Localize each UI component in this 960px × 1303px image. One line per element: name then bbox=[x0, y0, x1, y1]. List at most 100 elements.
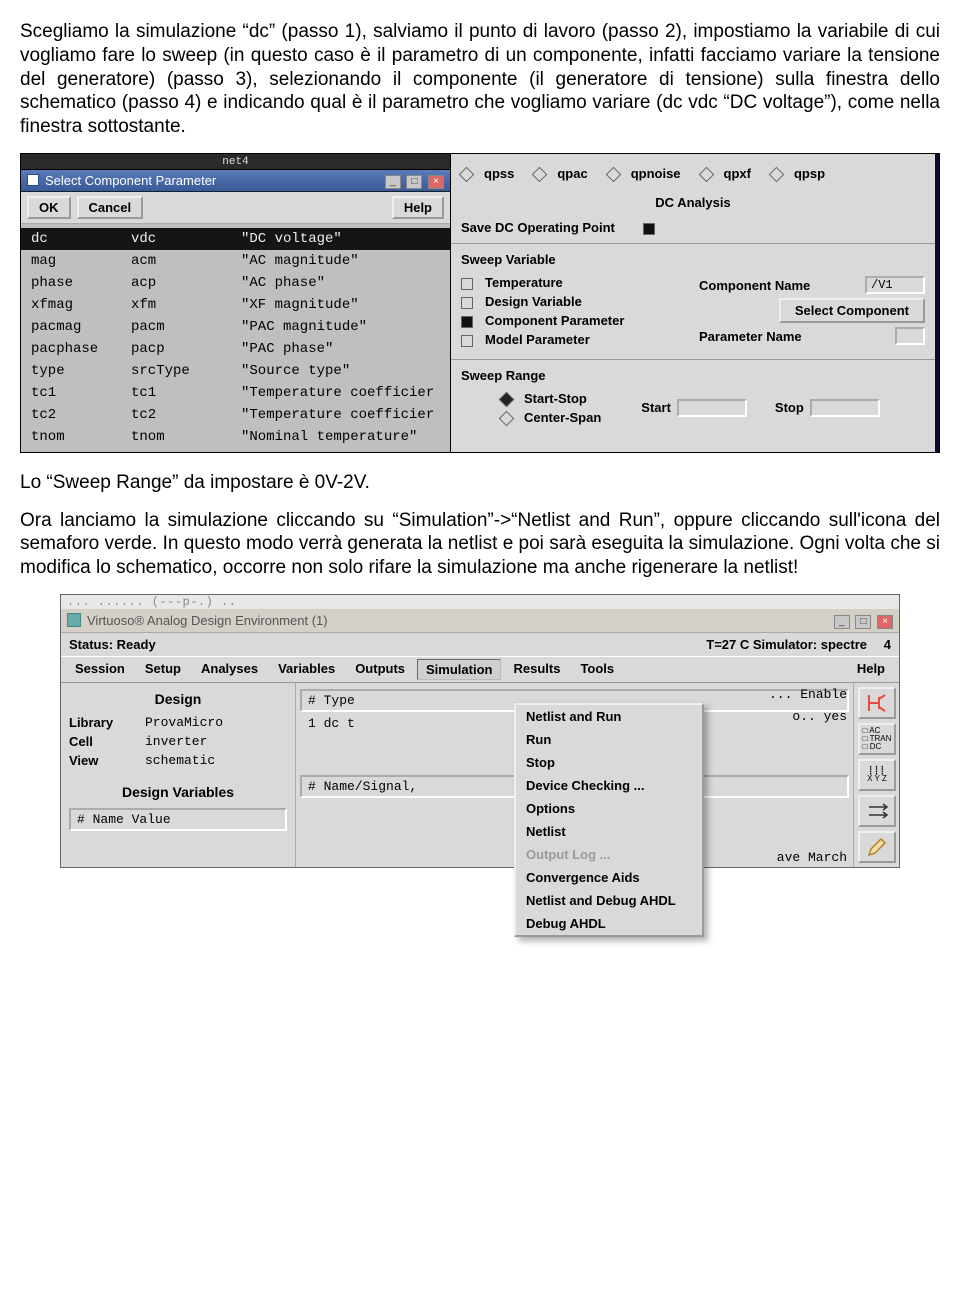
dropdown-item-options[interactable]: Options bbox=[516, 797, 702, 820]
dropdown-item-netlist-and-debug-ahdl[interactable]: Netlist and Debug AHDL bbox=[516, 889, 702, 912]
component-parameter-label: Component Parameter bbox=[485, 313, 624, 328]
library-value: ProvaMicro bbox=[145, 715, 287, 730]
sweep-range-paragraph: Lo “Sweep Range” da impostare è 0V-2V. bbox=[20, 471, 940, 495]
menu-variables[interactable]: Variables bbox=[270, 659, 343, 680]
status-sim-info: T=27 C Simulator: spectre bbox=[706, 637, 867, 652]
oyes-fragment: o.. yes bbox=[792, 709, 847, 724]
save-op-label: Save DC Operating Point bbox=[461, 220, 615, 235]
stop-field[interactable] bbox=[810, 399, 880, 417]
model-parameter-label: Model Parameter bbox=[485, 332, 590, 347]
toolbar-column: □ AC□ TRAN□ DC ┋┋┋X Y Z bbox=[853, 683, 899, 867]
library-label: Library bbox=[69, 715, 139, 730]
diamond-icon[interactable] bbox=[605, 166, 621, 182]
select-component-parameter-dialog: net4 Select Component Parameter _ □ × OK… bbox=[21, 154, 451, 452]
minimize-icon[interactable]: _ bbox=[834, 615, 850, 629]
param-row[interactable]: tc1tc1"Temperature coefficier bbox=[21, 382, 450, 404]
menu-tools[interactable]: Tools bbox=[572, 659, 622, 680]
diamond-icon[interactable] bbox=[459, 166, 475, 182]
menubar[interactable]: SessionSetupAnalysesVariablesOutputsSimu… bbox=[61, 656, 899, 683]
dialog-titlebar[interactable]: Select Component Parameter _ □ × bbox=[21, 170, 450, 192]
ave-march-fragment: ave March bbox=[777, 850, 847, 865]
dropdown-item-debug-ahdl[interactable]: Debug AHDL bbox=[516, 912, 702, 935]
param-row[interactable]: magacm"AC magnitude" bbox=[21, 250, 450, 272]
design-variables-heading: Design Variables bbox=[69, 784, 287, 800]
analysis-option-qpss[interactable]: qpss bbox=[461, 166, 514, 181]
dropdown-item-run[interactable]: Run bbox=[516, 728, 702, 751]
ok-button[interactable]: OK bbox=[27, 196, 71, 219]
design-pane: Design Library ProvaMicro Cell inverter … bbox=[61, 683, 296, 867]
menu-outputs[interactable]: Outputs bbox=[347, 659, 413, 680]
transistor-tool-icon[interactable] bbox=[858, 687, 896, 719]
analyses-pane: # Type 1 dc t # Name/Signal, ... Enable … bbox=[296, 683, 853, 867]
component-name-field[interactable]: /V1 bbox=[865, 276, 925, 294]
start-stop-label: Start-Stop bbox=[524, 391, 587, 406]
menu-setup[interactable]: Setup bbox=[137, 659, 189, 680]
ade-titlebar[interactable]: Virtuoso® Analog Design Environment (1) … bbox=[61, 609, 899, 633]
help-button[interactable]: Help bbox=[392, 196, 444, 219]
start-field[interactable] bbox=[677, 399, 747, 417]
maximize-icon[interactable]: □ bbox=[855, 615, 871, 629]
menu-results[interactable]: Results bbox=[505, 659, 568, 680]
center-span-radio[interactable] bbox=[499, 410, 515, 426]
dialog-title: Select Component Parameter bbox=[45, 173, 216, 188]
select-component-button[interactable]: Select Component bbox=[779, 298, 925, 323]
param-row[interactable]: dcvdc"DC voltage" bbox=[21, 228, 450, 250]
analysis-option-qpxf[interactable]: qpxf bbox=[701, 166, 751, 181]
cancel-button[interactable]: Cancel bbox=[77, 196, 144, 219]
dropdown-item-netlist-and-run[interactable]: Netlist and Run bbox=[516, 705, 702, 728]
parameter-name-field[interactable] bbox=[895, 327, 925, 345]
pencil-tool-icon[interactable] bbox=[858, 831, 896, 863]
design-variable-checkbox[interactable] bbox=[461, 297, 473, 309]
param-row[interactable]: typesrcType"Source type" bbox=[21, 360, 450, 382]
close-icon[interactable]: × bbox=[428, 175, 444, 189]
status-count: 4 bbox=[867, 637, 891, 652]
design-variable-label: Design Variable bbox=[485, 294, 582, 309]
enable-fragment: ... Enable bbox=[769, 687, 847, 702]
menu-analyses[interactable]: Analyses bbox=[193, 659, 266, 680]
ade-title: Virtuoso® Analog Design Environment (1) bbox=[87, 613, 826, 628]
param-row[interactable]: tc2tc2"Temperature coefficier bbox=[21, 404, 450, 426]
analysis-option-qpsp[interactable]: qpsp bbox=[771, 166, 825, 181]
temperature-checkbox[interactable] bbox=[461, 278, 473, 290]
analysis-option-qpnoise[interactable]: qpnoise bbox=[608, 166, 681, 181]
design-heading: Design bbox=[69, 691, 287, 707]
save-op-checkbox[interactable] bbox=[643, 223, 655, 235]
menu-session[interactable]: Session bbox=[67, 659, 133, 680]
maximize-icon[interactable]: □ bbox=[406, 175, 422, 189]
dropdown-item-netlist[interactable]: Netlist bbox=[516, 820, 702, 843]
param-row[interactable]: phaseacp"AC phase" bbox=[21, 272, 450, 294]
center-span-label: Center-Span bbox=[524, 410, 601, 425]
parameter-list[interactable]: dcvdc"DC voltage"magacm"AC magnitude"pha… bbox=[21, 224, 450, 452]
view-label: View bbox=[69, 753, 139, 768]
analysis-option-qpac[interactable]: qpac bbox=[534, 166, 587, 181]
diamond-icon[interactable] bbox=[532, 166, 548, 182]
dc-analysis-form: qpssqpacqpnoiseqpxfqpsp DC Analysis Save… bbox=[451, 154, 939, 452]
view-value: schematic bbox=[145, 753, 287, 768]
run-paragraph: Ora lanciamo la simulazione cliccando su… bbox=[20, 509, 940, 580]
param-row[interactable]: pacmagpacm"PAC magnitude" bbox=[21, 316, 450, 338]
menu-simulation[interactable]: Simulation bbox=[417, 659, 501, 680]
window-menu-icon[interactable] bbox=[27, 174, 39, 186]
menu-help[interactable]: Help bbox=[849, 659, 893, 680]
component-parameter-checkbox[interactable] bbox=[461, 316, 473, 328]
ac-tran-dc-tool-icon[interactable]: □ AC□ TRAN□ DC bbox=[858, 723, 896, 755]
sweep-tool-icon[interactable] bbox=[858, 795, 896, 827]
design-variables-header: # Name Value bbox=[69, 808, 287, 831]
sweep-range-heading: Sweep Range bbox=[461, 368, 925, 383]
start-stop-radio[interactable] bbox=[499, 391, 515, 407]
param-row[interactable]: xfmagxfm"XF magnitude" bbox=[21, 294, 450, 316]
model-parameter-checkbox[interactable] bbox=[461, 335, 473, 347]
intro-paragraph-1: Scegliamo la simulazione “dc” (passo 1),… bbox=[20, 20, 940, 139]
dropdown-item-stop[interactable]: Stop bbox=[516, 751, 702, 774]
dropdown-item-convergence-aids[interactable]: Convergence Aids bbox=[516, 866, 702, 889]
minimize-icon[interactable]: _ bbox=[385, 175, 401, 189]
dropdown-item-device-checking[interactable]: Device Checking ... bbox=[516, 774, 702, 797]
xyz-tool-icon[interactable]: ┋┋┋X Y Z bbox=[858, 759, 896, 791]
param-row[interactable]: pacphasepacp"PAC phase" bbox=[21, 338, 450, 360]
close-icon[interactable]: × bbox=[877, 615, 893, 629]
param-row[interactable]: tnomtnom"Nominal temperature" bbox=[21, 426, 450, 448]
simulation-dropdown[interactable]: Netlist and RunRunStopDevice Checking ..… bbox=[514, 703, 704, 937]
screenshot-ade: ... ...... (---p-.) .. Virtuoso® Analog … bbox=[60, 594, 900, 868]
diamond-icon[interactable] bbox=[698, 166, 714, 182]
diamond-icon[interactable] bbox=[769, 166, 785, 182]
